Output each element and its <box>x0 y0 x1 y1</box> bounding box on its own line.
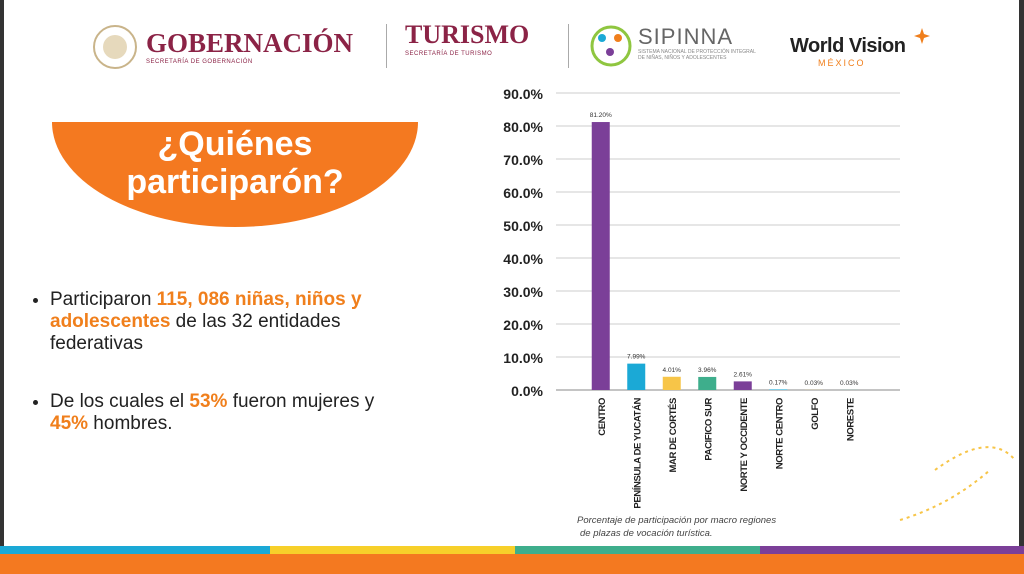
text: Participaron <box>50 289 157 310</box>
bar <box>769 389 788 390</box>
value-label: 4.01% <box>663 367 682 374</box>
text: de las 32 entidades federativas <box>50 311 341 354</box>
logo-text: GOBERNACIÓN <box>146 28 354 58</box>
sipinna-icon <box>590 25 632 67</box>
y-tick-label: 90.0% <box>503 86 543 102</box>
slide-title: ¿Quiénes participarón? <box>126 125 344 201</box>
decoration <box>899 469 991 521</box>
bar <box>591 122 610 390</box>
x-tick-label: MAR DE CORTÉS <box>668 398 679 473</box>
logo-subtext: SECRETARÍA DE TURISMO <box>405 51 493 57</box>
text: De los cuales el <box>50 391 190 412</box>
stripe <box>515 546 760 554</box>
y-tick-label: 40.0% <box>503 251 543 267</box>
bullet-list: Participaron 115, 086 niñas, niños y ado… <box>30 289 410 471</box>
frame-edge <box>0 0 4 574</box>
y-tick-label: 50.0% <box>503 218 543 234</box>
value-label: 81.20% <box>590 112 612 119</box>
logo-subtext: SISTEMA NACIONAL DE PROTECCIÓN INTEGRAL … <box>638 49 756 61</box>
logo-text: SIPINNA <box>638 24 734 49</box>
separator <box>568 24 569 68</box>
title-shape <box>52 122 418 227</box>
decoration <box>934 446 1016 471</box>
x-tick-label: NORTE Y OCCIDENTE <box>739 398 750 492</box>
highlight: 115, 086 niñas, niños y adolescentes <box>50 289 362 332</box>
stripe <box>0 546 270 554</box>
star-icon <box>914 28 930 44</box>
value-label: 0.03% <box>805 380 824 387</box>
bar <box>627 363 646 390</box>
text: hombres. <box>88 413 173 434</box>
separator <box>386 24 387 68</box>
value-label: 0.17% <box>769 379 788 386</box>
emblem <box>93 25 137 69</box>
text: fueron mujeres y <box>227 391 375 412</box>
bar <box>662 376 681 390</box>
stripe <box>270 546 515 554</box>
value-label: 2.61% <box>734 371 753 378</box>
x-tick-label: PENÍNSULA DE YUCATÁN <box>632 397 643 508</box>
stripe <box>0 554 1024 574</box>
highlight: 45% <box>50 413 89 434</box>
y-tick-label: 70.0% <box>503 152 543 168</box>
value-label: 0.03% <box>840 380 859 387</box>
stripe <box>760 546 1024 554</box>
highlight: 53% <box>189 391 228 412</box>
x-tick-label: NORESTE <box>845 398 856 441</box>
value-label: 7.99% <box>627 354 646 361</box>
bullet: De los cuales el 53% fueron mujeres y 45… <box>50 391 410 435</box>
frame-edge <box>1019 0 1024 574</box>
y-tick-label: 60.0% <box>503 185 543 201</box>
bar <box>733 381 752 390</box>
bar <box>698 376 717 390</box>
logo-text: TURISMO <box>405 20 530 49</box>
y-tick-label: 20.0% <box>503 317 543 333</box>
y-tick-label: 10.0% <box>503 350 543 366</box>
logo-text: World Vision <box>790 35 906 57</box>
caption: Porcentaje de participación por macro re… <box>577 515 776 539</box>
logo-subtext: MÉXICO <box>818 58 866 68</box>
x-tick-label: NORTE CENTRO <box>774 398 785 469</box>
bullet: Participaron 115, 086 niñas, niños y ado… <box>50 289 410 355</box>
x-tick-label: CENTRO <box>597 398 608 436</box>
y-tick-label: 30.0% <box>503 284 543 300</box>
x-tick-label: GOLFO <box>810 398 821 430</box>
y-tick-label: 80.0% <box>503 119 543 135</box>
y-tick-label: 0.0% <box>511 383 543 399</box>
value-label: 3.96% <box>698 367 717 374</box>
x-tick-label: PACIFICO SUR <box>703 397 714 460</box>
logo-subtext: SECRETARÍA DE GOBERNACIÓN <box>146 59 253 65</box>
